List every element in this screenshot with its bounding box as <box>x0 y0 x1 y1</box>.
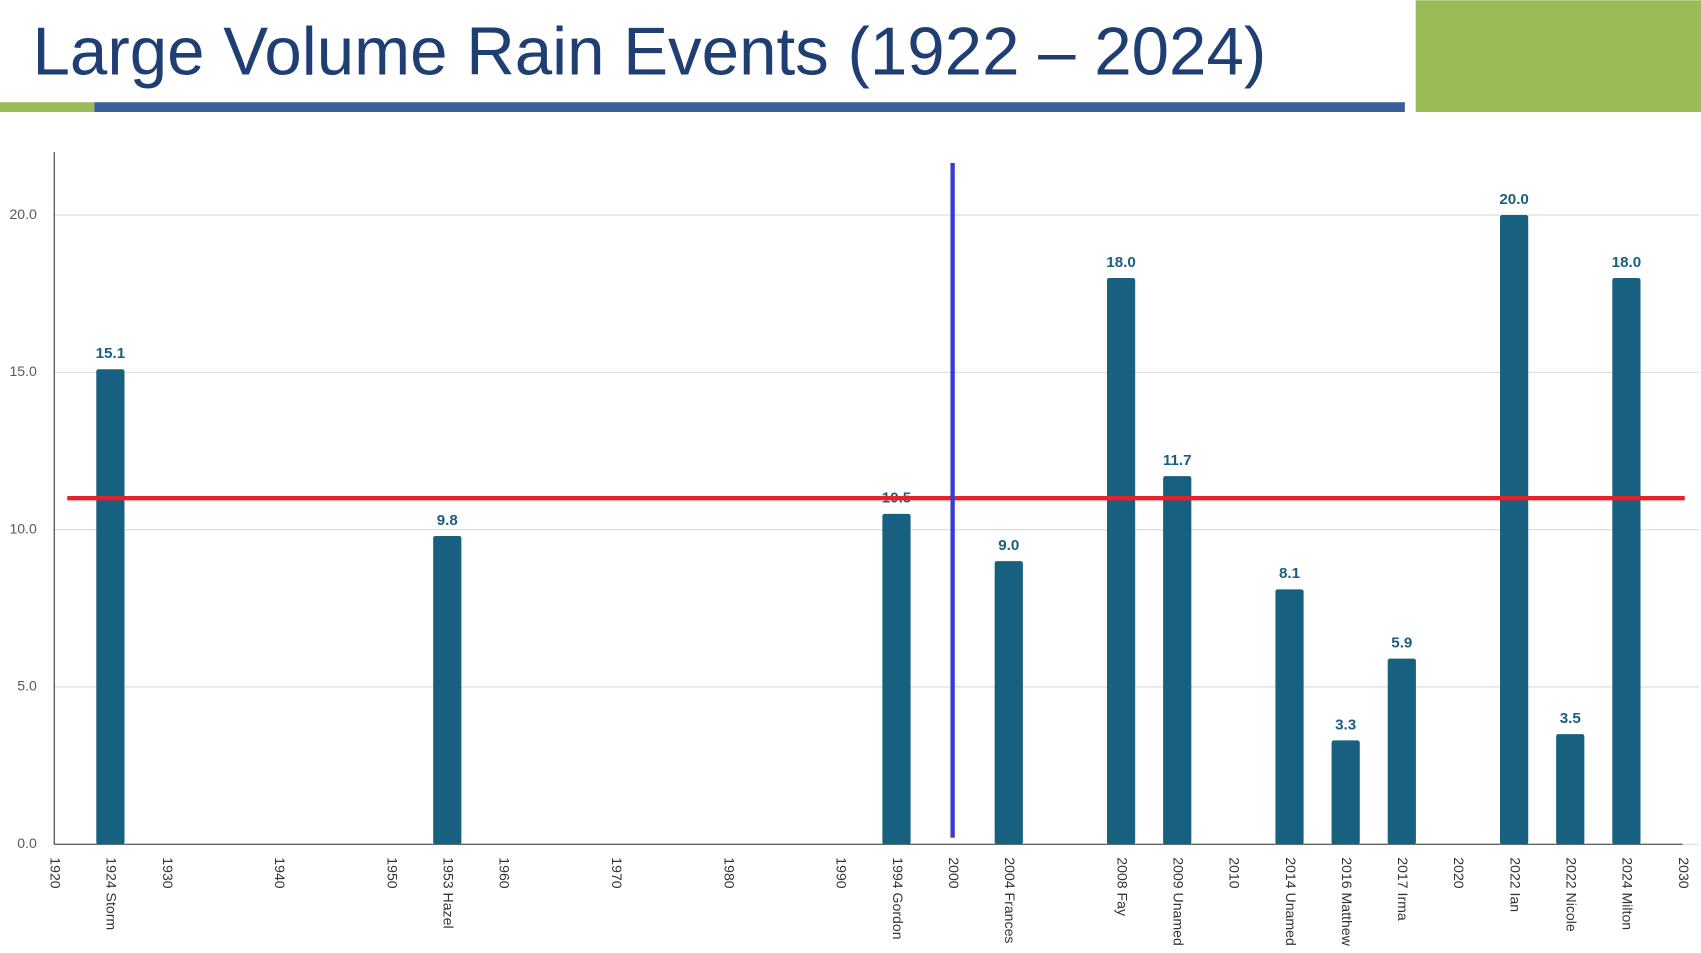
x-tick-label: 1994 Gordon <box>890 857 906 939</box>
x-tick-label: 2020 <box>1451 857 1467 889</box>
title-underline <box>94 102 1405 112</box>
data-label: 18.0 <box>1612 254 1642 271</box>
bar <box>96 369 125 845</box>
bar <box>1500 215 1529 845</box>
x-tick-label: 1990 <box>834 857 850 889</box>
bar <box>1331 740 1360 845</box>
bar <box>882 513 911 845</box>
bar <box>1106 277 1136 845</box>
y-tick-label: 15.0 <box>9 363 37 379</box>
slide-title: Large Volume Rain Events (1922 – 2024) <box>33 14 1267 89</box>
data-label: 3.5 <box>1560 710 1582 727</box>
data-label: 3.3 <box>1335 716 1356 733</box>
x-tick-label: 1950 <box>384 857 400 889</box>
x-tick-label: 2022 Nicole <box>1564 857 1580 932</box>
bar <box>1387 658 1416 845</box>
bar <box>1163 476 1192 845</box>
x-tick-label: 1920 <box>48 857 64 889</box>
x-tick-label: 2024 Milton <box>1620 857 1636 930</box>
bar <box>1612 277 1641 845</box>
data-label: 8.1 <box>1279 565 1301 582</box>
x-tick-label: 2030 <box>1676 857 1692 889</box>
y-tick-label: 20.0 <box>9 206 37 222</box>
x-tick-label: 1924 Storm <box>104 857 120 930</box>
x-tick-label: 2017 Irma <box>1395 857 1411 921</box>
data-label: 11.7 <box>1163 452 1192 469</box>
data-label: 5.9 <box>1391 634 1412 651</box>
x-tick-label: 2009 Unamed <box>1170 857 1186 946</box>
data-label: 15.1 <box>96 345 126 362</box>
x-tick-label: 2004 Frances <box>1002 857 1018 943</box>
bar <box>994 561 1023 845</box>
data-label: 9.8 <box>437 512 458 529</box>
bar <box>433 535 462 845</box>
corner-block <box>1415 0 1701 113</box>
x-tick-label: 1940 <box>272 857 288 889</box>
x-tick-label: 1960 <box>497 857 513 889</box>
y-tick-label: 10.0 <box>9 520 37 536</box>
accent-bar <box>0 102 95 112</box>
x-tick-label: 1930 <box>160 857 176 889</box>
x-tick-label: 1980 <box>721 857 737 889</box>
x-tick-label: 1970 <box>609 857 625 889</box>
data-label: 9.0 <box>998 537 1019 554</box>
x-tick-label: 2008 Fay <box>1114 857 1130 917</box>
x-tick-label: 2010 <box>1227 857 1243 889</box>
data-label: 18.0 <box>1106 254 1136 271</box>
bar <box>1556 734 1585 845</box>
bar <box>1275 589 1304 845</box>
x-tick-label: 2000 <box>946 857 962 889</box>
x-tick-label: 1953 Hazel <box>441 857 457 928</box>
x-tick-label: 2014 Unamed <box>1283 857 1299 946</box>
x-tick-label: 2022 Ian <box>1507 857 1523 912</box>
y-tick-label: 0.0 <box>17 835 37 851</box>
y-tick-label: 5.0 <box>17 678 37 694</box>
x-tick-label: 2016 Matthew <box>1339 857 1355 946</box>
data-label: 20.0 <box>1499 191 1529 208</box>
